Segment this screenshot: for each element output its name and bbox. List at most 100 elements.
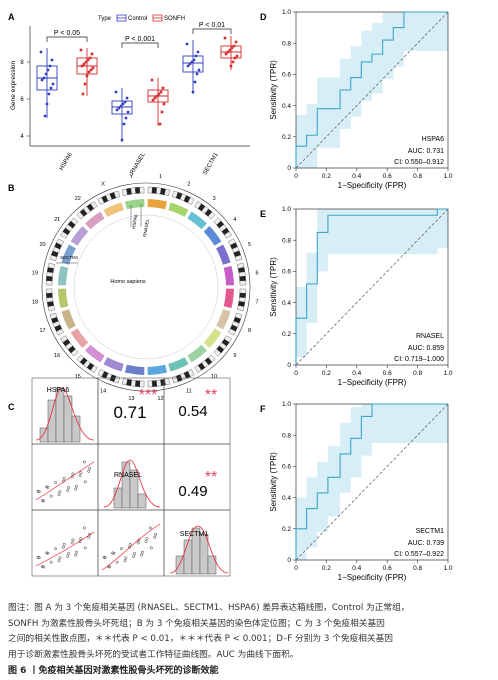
ideogram-band (49, 312, 58, 320)
sonfh-point (79, 48, 83, 52)
gene-label-hspa6: HSPA6 (59, 151, 74, 171)
sonfh-point (223, 36, 227, 40)
pvalue-hspa6: P < 0.05 (54, 30, 80, 37)
ideogram-band (187, 197, 195, 205)
scatter-point (79, 537, 83, 541)
scatter-point (82, 460, 86, 464)
ideogram-band (139, 186, 145, 194)
sonfh-point (87, 70, 91, 74)
corr-stars-hspa6-sectm1: ** (205, 387, 217, 404)
roc-ci: CI: 0.719–1.000 (394, 356, 444, 363)
corr-stars-rnasel-sectm1: ** (205, 469, 217, 486)
sonfh-point (153, 96, 157, 100)
roc-diagonal (295, 208, 449, 366)
ideogram-band (207, 211, 216, 220)
roc-curve (295, 208, 448, 365)
roc-xtick-label: 0.6 (383, 565, 392, 572)
sonfh-point (233, 56, 237, 60)
roc-ytick-label: 1.0 (282, 401, 291, 408)
control-point (197, 68, 201, 72)
control-point (186, 64, 190, 68)
chromosome-sector (103, 202, 124, 217)
diag-label-hspa6: HSPA6 (47, 387, 70, 394)
roc-panel-e: E 00 0.2 0.2 0.4 0.4 0.6 0.6 0.8 0.8 1.0 1.0 1−Speci… (260, 206, 453, 387)
scatter-point (49, 494, 53, 498)
panel-a-ytick: 4 (20, 134, 24, 140)
scatter-point (62, 476, 66, 480)
control-point (39, 50, 43, 54)
scatter-point (71, 472, 75, 476)
chromosome-label: 15 (75, 374, 81, 380)
sonfh-point (90, 52, 94, 56)
roc-panel-f: F 00 0.2 0.2 0.4 0.4 0.6 0.6 0.8 0.8 1.0 1.0 1−Speci… (260, 401, 453, 582)
ideogram-band (45, 280, 53, 286)
control-point (192, 58, 196, 62)
panel-b-label: B (8, 183, 15, 193)
roc-xtick-label: 0 (294, 370, 298, 377)
circos-inner-ring (73, 214, 219, 360)
roc-gene-name: HSPA6 (422, 136, 445, 143)
chromosome-sector (61, 244, 76, 265)
sonfh-point (85, 74, 89, 78)
sonfh-point (82, 62, 86, 66)
sonfh-point (224, 52, 228, 56)
control-point (43, 114, 47, 118)
chromosome-sector (85, 344, 105, 363)
legend-control-label: Control (128, 16, 147, 22)
scatter-point (70, 541, 74, 545)
chromosome-sector (203, 328, 222, 348)
sonfh-point (161, 86, 165, 90)
chromosome-sector (58, 265, 69, 286)
roc-ci: CI: 0.557–0.922 (394, 551, 444, 558)
panel-a-ytick: 6 (20, 97, 24, 103)
sonfh-point (150, 78, 154, 82)
scatter-point (66, 555, 70, 558)
sonfh-point (228, 48, 232, 52)
panel-c-grid (31, 377, 231, 577)
scatter-point (82, 526, 86, 530)
control-point (123, 100, 127, 104)
control-point (190, 60, 194, 64)
control-point (117, 106, 121, 110)
chromosome-label: 12 (158, 396, 164, 402)
control-point (45, 102, 49, 106)
roc-ci: CI: 0.550–0.912 (394, 159, 444, 166)
control-point (188, 62, 192, 66)
box-rnasel-control (111, 88, 133, 142)
ideogram-band (46, 292, 53, 299)
sonfh-point (158, 122, 162, 126)
control-point (196, 50, 200, 54)
sonfh-point (83, 82, 87, 86)
ideogram-band (151, 187, 158, 194)
chromosome-label: 21 (54, 217, 60, 223)
roc-ytick-label: 0 (287, 362, 291, 369)
roc-xtick-label: 0.6 (383, 173, 392, 180)
ideogram-band (46, 297, 54, 303)
diag-label-sectm1: SECTM1 (180, 531, 209, 538)
sonfh-point (230, 46, 234, 50)
ideogram-band (239, 275, 246, 282)
scatter-point (58, 490, 62, 494)
control-point (119, 104, 123, 108)
ideogram-band (121, 378, 128, 386)
roc-ytick-label: 0.4 (282, 495, 291, 502)
roc-gene-name: RNASEL (416, 333, 444, 340)
chromosome-sector (124, 199, 145, 210)
box-sectm1-control (182, 40, 204, 94)
panel-c-scatter-points (36, 460, 158, 569)
control-point (115, 108, 119, 112)
ideogram-band (234, 254, 243, 262)
chromosome-sector (223, 265, 234, 286)
control-point (42, 76, 46, 80)
gene-callout-sectm1: SECTM1 (60, 255, 79, 260)
scatter-point (78, 474, 82, 477)
ideogram-band (224, 231, 232, 239)
chromosome-label: 8 (248, 328, 251, 334)
control-point (51, 82, 55, 86)
hist-sectm1 (175, 527, 217, 575)
ideogram-band (238, 271, 246, 277)
corr-value-hspa6-rnasel: 0.71 (113, 403, 146, 422)
roc-xlabel: 1−Specificity (FPR) (338, 573, 407, 582)
scatter-point (112, 551, 116, 555)
sonfh-point (151, 98, 155, 102)
